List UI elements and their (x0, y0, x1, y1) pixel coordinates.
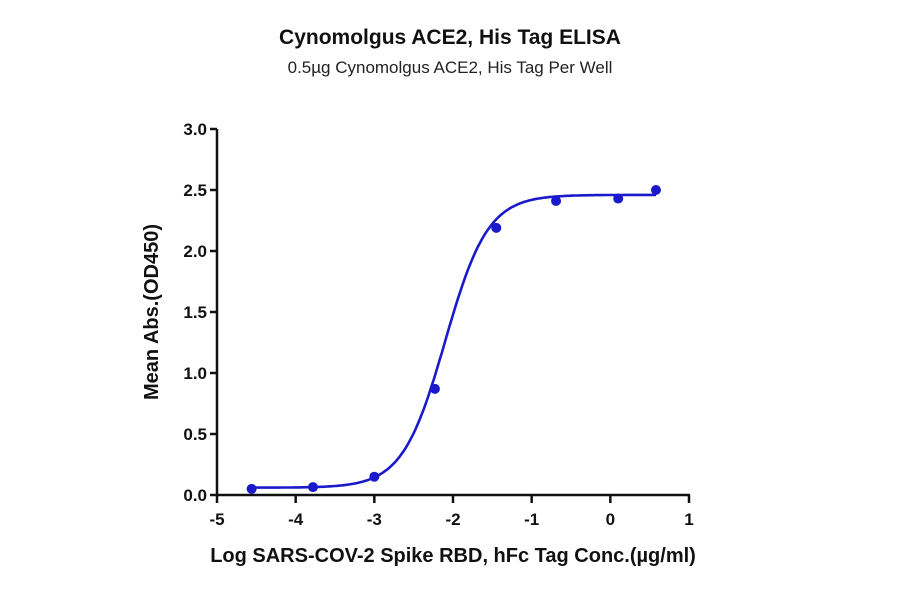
fit-curve (251, 193, 656, 489)
data-point (613, 193, 624, 204)
y-tick-label: 1.5 (183, 303, 207, 322)
data-point (246, 483, 257, 494)
y-tick-label: 0.5 (183, 425, 207, 444)
data-point (551, 195, 562, 206)
data-point (429, 383, 440, 394)
x-tick-label: -1 (524, 510, 539, 529)
x-tick-label: 0 (606, 510, 615, 529)
y-tick-label: 0.0 (183, 486, 207, 505)
x-tick-label: -3 (367, 510, 382, 529)
x-tick-label: -2 (445, 510, 460, 529)
y-tick-label: 1.0 (183, 364, 207, 383)
y-tick-label: 2.5 (183, 181, 207, 200)
data-point (369, 471, 380, 482)
y-tick-label: 2.0 (183, 242, 207, 261)
data-point (491, 222, 502, 233)
data-point (307, 482, 318, 493)
y-tick-label: 3.0 (183, 120, 207, 139)
chart-title: Cynomolgus ACE2, His Tag ELISA (279, 26, 621, 49)
x-tick-label: -5 (209, 510, 224, 529)
axes: 0.0 0.5 1.0 1.5 2.0 2.5 3.0 -5 -4 -3 -2 -1 0 1 (183, 120, 693, 529)
data-points (246, 185, 661, 494)
x-tick-label: 1 (684, 510, 693, 529)
x-tick-label: -4 (288, 510, 304, 529)
x-axis-title: Log SARS-COV-2 Spike RBD, hFc Tag Conc.(… (210, 545, 696, 567)
y-axis-title: Mean Abs.(OD450) (141, 224, 163, 400)
chart-subtitle: 0.5µg Cynomolgus ACE2, His Tag Per Well (287, 58, 613, 77)
data-point (650, 185, 661, 195)
